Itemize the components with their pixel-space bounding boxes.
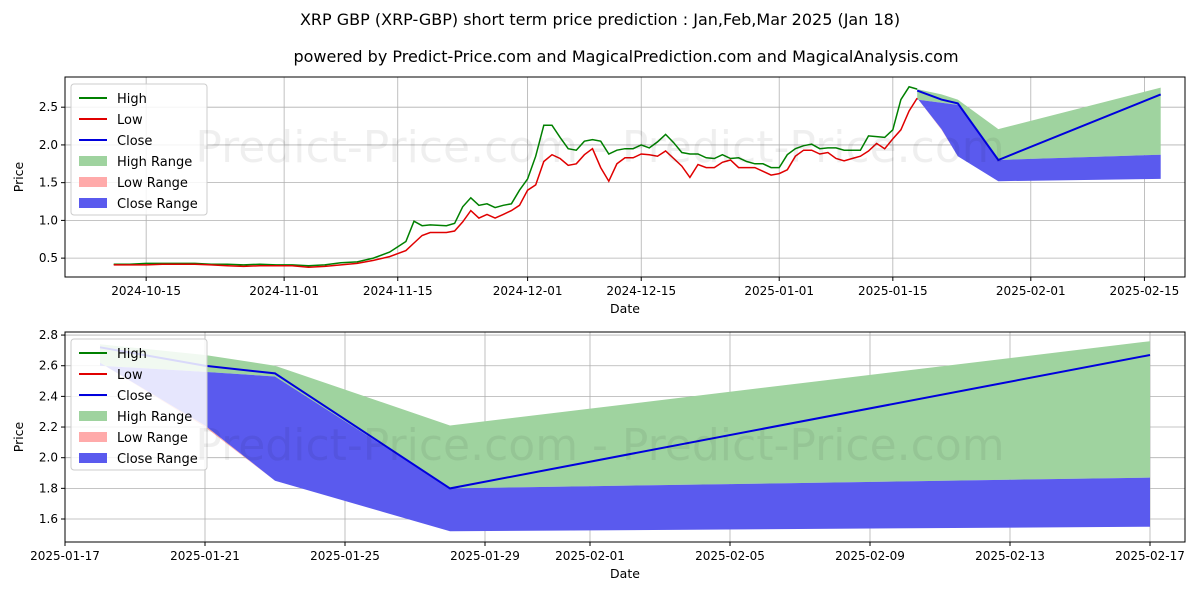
legend-swatch bbox=[79, 177, 107, 187]
legend-label: Close Range bbox=[117, 197, 198, 212]
y-tick-label: 1.5 bbox=[39, 176, 58, 190]
legend-label: Low Range bbox=[117, 431, 188, 446]
x-axis-label: Date bbox=[610, 301, 640, 316]
x-tick-label: 2024-12-15 bbox=[606, 284, 676, 298]
x-tick-label: 2025-01-25 bbox=[310, 549, 380, 563]
x-tick-label: 2025-02-01 bbox=[996, 284, 1066, 298]
y-axis-label: Price bbox=[11, 421, 26, 452]
legend-label: Low bbox=[117, 113, 143, 128]
x-axis-label: Date bbox=[610, 566, 640, 581]
legend-swatch bbox=[79, 198, 107, 208]
x-tick-label: 2024-11-01 bbox=[249, 284, 319, 298]
legend-label: High bbox=[117, 92, 147, 107]
x-tick-label: 2024-12-01 bbox=[493, 284, 563, 298]
legend-label: Low Range bbox=[117, 176, 188, 191]
bottom-axes: 2025-01-17 2025-01-21 2025-01-25 2025-01-29… bbox=[11, 328, 1186, 581]
legend-swatch bbox=[79, 432, 107, 442]
high-range-band bbox=[917, 87, 1161, 160]
legend-swatch bbox=[79, 156, 107, 166]
legend-label: Close bbox=[117, 389, 152, 404]
y-tick-label: 2.0 bbox=[39, 451, 58, 465]
legend-label: Close bbox=[117, 134, 152, 149]
high-range-band bbox=[100, 341, 1150, 489]
x-tick-label: 2025-02-15 bbox=[1110, 284, 1180, 298]
y-tick-label: 1.8 bbox=[39, 481, 58, 495]
legend-swatch bbox=[79, 411, 107, 421]
close-range-band bbox=[100, 362, 1150, 532]
y-tick-label: 2.0 bbox=[39, 138, 58, 152]
watermark-top: Predict-Price.com - Predict-Price.com bbox=[195, 122, 1004, 173]
y-tick-label: 1.0 bbox=[39, 213, 58, 227]
legend-label: High Range bbox=[117, 155, 192, 170]
x-tick-label: 2025-02-13 bbox=[975, 549, 1045, 563]
top-axes: 2024-10-15 2024-11-01 2024-11-15 2024-12-01… bbox=[11, 76, 1186, 316]
x-tick-label: 2025-02-01 bbox=[555, 549, 625, 563]
legend-swatch bbox=[79, 453, 107, 463]
x-tick-label: 2025-01-01 bbox=[744, 284, 814, 298]
watermark-bottom: Predict-Price.com - Predict-Price.com bbox=[195, 420, 1004, 471]
close-range-band bbox=[917, 98, 1161, 182]
y-tick-label: 0.5 bbox=[39, 251, 58, 265]
y-axis-label: Price bbox=[11, 161, 26, 192]
legend-label: Close Range bbox=[117, 452, 198, 467]
y-tick-label: 2.8 bbox=[39, 328, 58, 342]
x-tick-label: 2024-10-15 bbox=[111, 284, 181, 298]
x-tick-label: 2024-11-15 bbox=[363, 284, 433, 298]
legend-label: High bbox=[117, 347, 147, 362]
low-line bbox=[113, 97, 918, 268]
x-tick-label: 2025-01-21 bbox=[170, 549, 240, 563]
x-tick-label: 2025-02-09 bbox=[835, 549, 905, 563]
y-tick-label: 2.2 bbox=[39, 420, 58, 434]
chart-subtitle: powered by Predict-Price.com and Magical… bbox=[293, 47, 958, 66]
plot-frame bbox=[64, 76, 1186, 278]
y-tick-label: 2.5 bbox=[39, 100, 58, 114]
chart-title: XRP GBP (XRP-GBP) short term price predi… bbox=[300, 10, 900, 29]
high-line bbox=[113, 85, 918, 267]
x-tick-label: 2025-02-05 bbox=[695, 549, 765, 563]
y-tick-label: 2.4 bbox=[39, 389, 58, 403]
plot-frame bbox=[64, 331, 1186, 543]
y-tick-label: 1.6 bbox=[39, 512, 58, 526]
x-tick-label: 2025-01-29 bbox=[450, 549, 520, 563]
close-line bbox=[916, 89, 1162, 162]
legend-label: Low bbox=[117, 368, 143, 383]
x-tick-label: 2025-02-17 bbox=[1115, 549, 1185, 563]
y-tick-label: 2.6 bbox=[39, 359, 58, 373]
x-tick-label: 2025-01-15 bbox=[858, 284, 928, 298]
legend-label: High Range bbox=[117, 410, 192, 425]
x-tick-label: 2025-01-17 bbox=[30, 549, 100, 563]
